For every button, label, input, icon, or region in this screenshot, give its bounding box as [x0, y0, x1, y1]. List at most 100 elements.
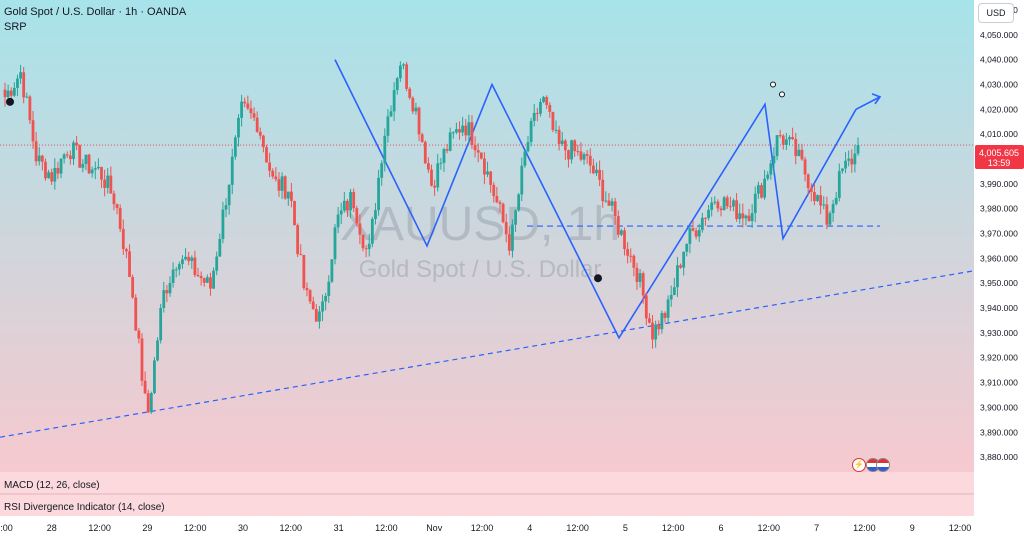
candle-body: [268, 162, 272, 171]
candle-body: [352, 191, 356, 209]
candle-body: [118, 207, 122, 229]
candle-body: [448, 132, 452, 151]
candle-body: [458, 129, 461, 133]
candle-body: [383, 135, 387, 164]
x-tick-label: 12:00: [566, 523, 589, 533]
y-tick-label: 3,920.000: [980, 353, 1018, 363]
candle-body: [221, 209, 225, 240]
candle-body: [663, 313, 667, 318]
x-tick-label: 30: [238, 523, 248, 533]
candle-body: [370, 218, 374, 244]
candle-body: [187, 256, 191, 262]
candle-body: [694, 230, 698, 237]
candle-body: [501, 203, 505, 223]
candle-body: [722, 197, 726, 211]
candle-body: [648, 318, 651, 323]
candle-body: [181, 259, 184, 265]
zigzag-pattern[interactable]: [334, 59, 857, 340]
candle-body: [246, 103, 250, 109]
currency-button[interactable]: USD: [978, 3, 1014, 23]
candle-body: [713, 201, 717, 203]
candle-body: [710, 202, 714, 210]
candle-body: [193, 257, 197, 276]
y-tick-label: 4,040.000: [980, 55, 1018, 65]
candle-body: [576, 151, 580, 153]
macd-label[interactable]: MACD (12, 26, close): [4, 480, 100, 491]
candle-body: [106, 175, 110, 188]
price-axis[interactable]: [974, 0, 1024, 538]
y-tick-label: 3,970.000: [980, 229, 1018, 239]
candle-body: [461, 125, 465, 133]
current-price-tag: 4,005.605 13:59: [975, 145, 1024, 169]
y-tick-label: 3,910.000: [980, 378, 1018, 388]
x-tick-label: 12:00: [853, 523, 876, 533]
candle-body: [252, 113, 256, 118]
candle-body: [763, 178, 767, 198]
candle-body: [277, 179, 281, 191]
candle-body: [121, 228, 125, 250]
candle-body: [495, 196, 499, 203]
candle-body: [669, 294, 673, 300]
projection-arrow[interactable]: [855, 96, 881, 111]
us-flag-icon[interactable]: [876, 458, 890, 472]
candle-body: [243, 101, 247, 104]
candle-body: [408, 88, 412, 98]
candle-body: [50, 172, 54, 182]
candle-body: [405, 64, 408, 89]
rsi-label[interactable]: RSI Divergence Indicator (14, close): [4, 502, 165, 513]
x-tick-label: 28: [47, 523, 57, 533]
candle-body: [78, 145, 82, 168]
x-tick-label: 2:00: [0, 523, 13, 533]
y-tick-label: 3,980.000: [980, 204, 1018, 214]
candle-body: [392, 90, 396, 112]
candle-body: [588, 155, 592, 166]
candle-body: [346, 200, 349, 211]
candle-body: [579, 151, 583, 160]
x-tick-label: 12:00: [662, 523, 685, 533]
candle-body: [149, 393, 153, 413]
candle-body: [100, 166, 103, 180]
candle-body: [632, 255, 636, 268]
candle-body: [255, 117, 259, 132]
candle-body: [828, 213, 832, 225]
candle-body: [732, 200, 735, 207]
candle-body: [716, 201, 720, 209]
candle-body: [679, 265, 682, 268]
candle-body: [411, 97, 415, 112]
candle-body: [445, 149, 449, 151]
candle-body: [610, 201, 614, 206]
candle-body: [327, 281, 331, 296]
candle-body: [286, 191, 290, 199]
candle-body: [760, 185, 763, 198]
candle-body: [666, 299, 670, 318]
candle-body: [380, 163, 384, 178]
x-tick-label: 29: [142, 523, 152, 533]
indicator-srp-label[interactable]: SRP: [4, 21, 27, 33]
candle-body: [389, 111, 393, 117]
candle-body: [688, 228, 692, 244]
symbol-watermark: XAUUSD, 1h Gold Spot / U.S. Dollar: [340, 198, 620, 283]
ascending-trendline[interactable]: [0, 270, 975, 438]
time-axis[interactable]: [0, 516, 974, 538]
candle-body: [455, 129, 458, 133]
candle-body: [511, 224, 514, 251]
candle-body: [551, 111, 555, 130]
candle-body: [567, 150, 570, 160]
candle-body: [834, 197, 838, 205]
candle-body: [258, 131, 262, 136]
dividend-marker: [594, 274, 602, 283]
candle-body: [395, 78, 399, 91]
candle-body: [750, 213, 754, 222]
candle-body: [620, 230, 623, 235]
candle-body: [56, 167, 60, 174]
candle-body: [75, 142, 79, 146]
drawing-tools[interactable]: [0, 59, 975, 438]
candle-body: [850, 158, 854, 165]
candle-body: [473, 145, 477, 151]
y-tick-label: 3,890.000: [980, 427, 1018, 437]
x-tick-label: 6: [718, 523, 723, 533]
candle-body: [230, 156, 234, 185]
bolt-icon[interactable]: ⚡: [852, 458, 866, 472]
candle-body: [240, 101, 243, 118]
